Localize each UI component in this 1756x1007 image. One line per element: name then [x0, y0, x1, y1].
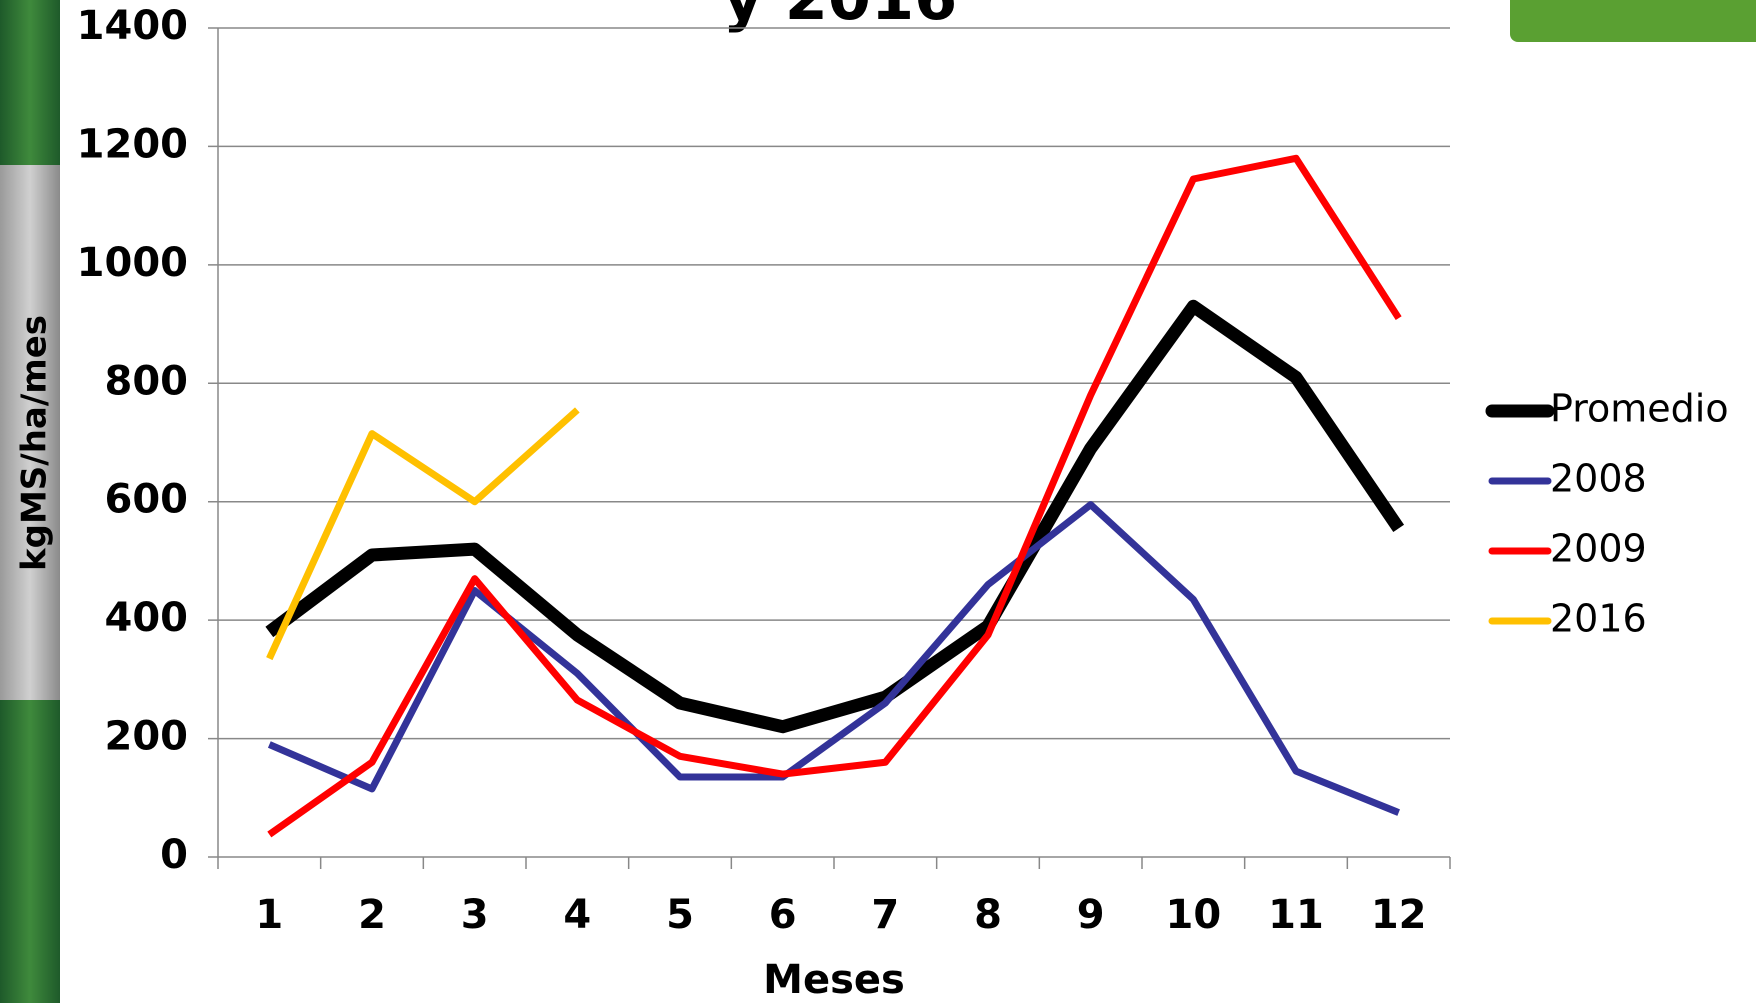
chart-title: y 2016 — [723, 0, 958, 34]
series-line — [267, 501, 1400, 816]
x-tick-label: 3 — [461, 892, 489, 938]
series-line — [266, 407, 580, 661]
legend-label: Promedio — [1550, 387, 1729, 431]
y-tick-label: 1000 — [77, 240, 188, 286]
x-tick-label: 6 — [769, 892, 797, 938]
y-tick-label: 1200 — [77, 121, 188, 167]
x-tick-label: 2 — [358, 892, 386, 938]
x-tick-label: 7 — [871, 892, 899, 938]
x-tick-label: 4 — [563, 892, 591, 938]
x-tick-label: 12 — [1371, 892, 1427, 938]
side-band-grey — [0, 165, 60, 700]
series-line — [267, 154, 1402, 838]
x-axis-label: Meses — [763, 957, 905, 1003]
x-tick-label: 1 — [255, 892, 283, 938]
x-tick-label: 10 — [1165, 892, 1221, 938]
y-tick-label: 0 — [160, 832, 188, 878]
series-line — [265, 299, 1405, 734]
y-tick-label: 800 — [105, 358, 189, 404]
x-tick-label: 8 — [974, 892, 1002, 938]
x-tick-label: 9 — [1077, 892, 1105, 938]
y-tick-label: 600 — [105, 477, 189, 523]
y-tick-label: 1400 — [77, 3, 188, 49]
y-tick-label: 200 — [105, 714, 189, 760]
legend-label: 2008 — [1550, 457, 1647, 501]
y-axis-label: kgMS/ha/mes — [15, 315, 55, 571]
x-tick-label: 5 — [666, 892, 694, 938]
logo — [1510, 0, 1756, 42]
y-tick-label: 400 — [105, 595, 189, 641]
legend-label: 2016 — [1550, 597, 1647, 641]
legend-label: 2009 — [1550, 527, 1647, 571]
x-tick-label: 11 — [1268, 892, 1324, 938]
